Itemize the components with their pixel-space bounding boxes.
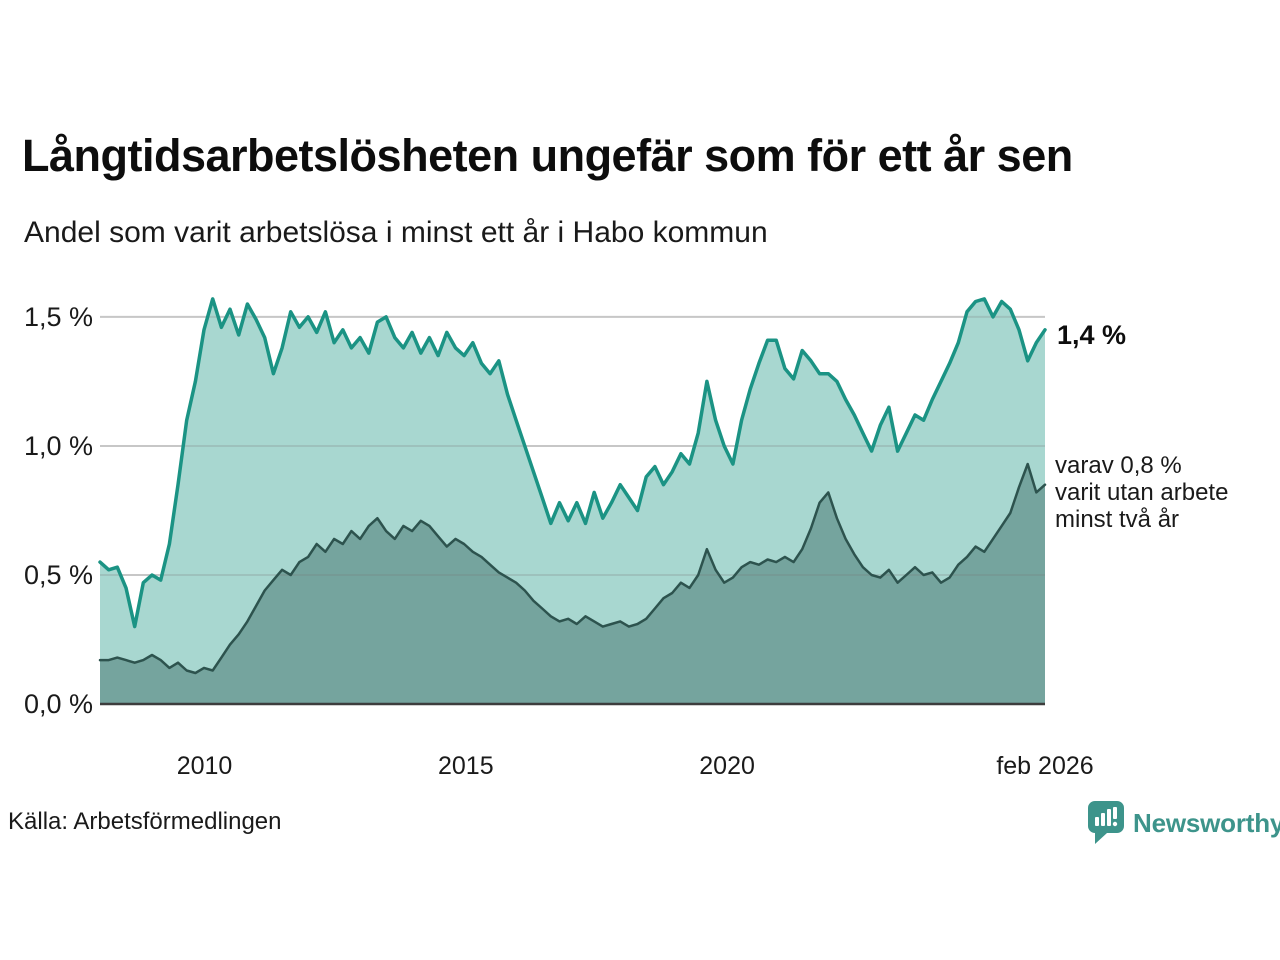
series-line [98, 462, 1047, 675]
bar-chart-speech-bubble-icon [1088, 801, 1124, 844]
area-chart [98, 297, 1047, 706]
end-label-line: varit utan arbete [1055, 479, 1229, 506]
newsworthy-logo-text: Newsworthy [1133, 807, 1280, 838]
chart-title: Långtidsarbetslösheten ungefär som för e… [22, 130, 1073, 181]
end-label-primary-series: 1,4 % [1057, 320, 1127, 350]
series-line [98, 297, 1047, 629]
x-tick-label: 2015 [438, 752, 494, 780]
y-tick-label: 1,0 % [23, 430, 93, 461]
series-area [100, 464, 1045, 704]
y-tick-label: 1,5 % [23, 301, 93, 332]
x-tick-label: 2010 [176, 752, 233, 780]
end-label-line: varav 0,8 % [1055, 452, 1182, 479]
x-tick-label: 2020 [699, 752, 755, 780]
y-tick-label: 0,0 % [23, 689, 93, 719]
end-label-line: minst två år [1055, 506, 1180, 533]
chart-subtitle: Andel som varit arbetslösa i minst ett å… [24, 216, 768, 249]
newsworthy-logo: Newsworthy [1088, 801, 1280, 845]
source-credit: Källa: Arbetsförmedlingen [8, 808, 282, 835]
y-tick-label: 0,5 % [23, 559, 93, 590]
plot-area [98, 295, 1047, 706]
end-label-secondary-series: varav 0,8 % varit utan arbete minst två … [1055, 452, 1228, 533]
x-tick-label: feb 2026 [996, 752, 1094, 780]
